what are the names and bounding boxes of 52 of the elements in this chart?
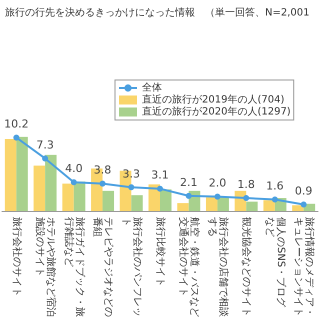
bar bbox=[34, 166, 46, 211]
data-label: 1.8 bbox=[237, 178, 255, 192]
point bbox=[243, 195, 250, 202]
bar bbox=[217, 197, 229, 211]
data-label: 2.1 bbox=[180, 176, 198, 189]
point bbox=[186, 192, 192, 199]
data-label: 3.3 bbox=[122, 167, 140, 180]
x-tick-label: 旅行ガイドブック・旅行雑誌など bbox=[62, 217, 86, 317]
bar bbox=[131, 195, 143, 211]
bar bbox=[263, 200, 275, 211]
bar bbox=[206, 197, 218, 211]
data-label: 1.6 bbox=[266, 179, 284, 192]
x-tick-label: 旅行会社のサイト bbox=[10, 217, 23, 297]
legend-label: 直近の旅行が2019年の人(704) bbox=[142, 94, 284, 106]
x-tick-label: ホテルや旅館など宿泊施設のサイト bbox=[34, 217, 58, 317]
x-tick-label: テレビやラジオなどの番組 bbox=[92, 217, 114, 317]
data-label: 0.9 bbox=[294, 184, 312, 198]
x-tick-label: 旅行比較サイト bbox=[154, 217, 166, 287]
bar bbox=[16, 136, 28, 211]
bar bbox=[4, 139, 16, 211]
bar bbox=[74, 182, 86, 211]
x-tick-label: 旅行会社のパンフレット bbox=[120, 217, 144, 317]
x-tick-label: 観光協会などのサイト bbox=[240, 217, 253, 317]
bar bbox=[102, 190, 114, 211]
point bbox=[13, 134, 20, 141]
point bbox=[157, 186, 163, 192]
bar bbox=[160, 189, 172, 211]
point bbox=[70, 179, 77, 186]
data-label: 7.3 bbox=[36, 138, 54, 152]
bar bbox=[45, 154, 57, 211]
chart-title: 旅行の行先を決めるきっかけになった情報 （単一回答、N=2,001 bbox=[5, 6, 310, 18]
x-tick-label: 航空・鉄道・バスなど交通会社のサイト bbox=[178, 217, 201, 317]
point bbox=[100, 180, 106, 187]
bar bbox=[62, 184, 74, 211]
x-tick-label: 個人のSNS・ブログなど bbox=[264, 217, 287, 308]
legend-label: 全体 bbox=[142, 82, 162, 94]
data-label: 4.0 bbox=[65, 162, 83, 176]
bar bbox=[177, 203, 189, 211]
point bbox=[300, 202, 307, 208]
data-label: 3.8 bbox=[94, 164, 112, 177]
x-tick-label: 旅行情報のメディア・キュレーションサイト bbox=[292, 217, 316, 317]
x-tick-label: 旅行会社の店舗で相談する bbox=[206, 217, 230, 317]
bar bbox=[292, 205, 304, 211]
bar bbox=[246, 202, 258, 211]
data-label: 3.1 bbox=[151, 168, 169, 182]
data-label: 10.2 bbox=[4, 118, 29, 131]
point bbox=[42, 155, 48, 162]
point bbox=[128, 184, 134, 190]
data-label: 2.0 bbox=[208, 176, 226, 190]
point bbox=[214, 194, 220, 200]
legend-label: 直近の旅行が2020年の人(1297) bbox=[142, 106, 291, 118]
point bbox=[272, 196, 278, 202]
